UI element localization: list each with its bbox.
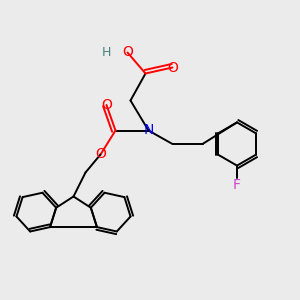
Text: O: O [167,61,178,74]
Text: F: F [233,178,241,192]
Text: O: O [122,46,133,59]
Text: O: O [95,148,106,161]
Text: H: H [102,46,111,59]
Text: O: O [101,98,112,112]
Text: N: N [143,124,154,137]
